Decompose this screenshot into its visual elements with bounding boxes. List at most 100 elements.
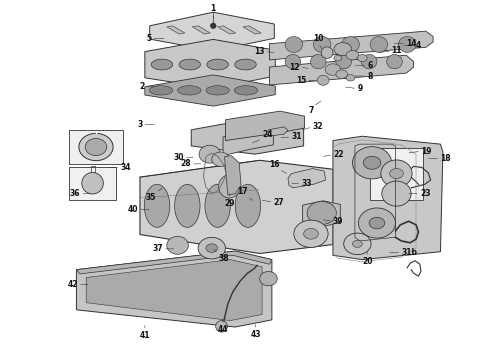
Text: 43: 43 xyxy=(250,330,261,339)
Text: 14: 14 xyxy=(406,39,416,48)
Ellipse shape xyxy=(294,220,328,247)
Text: 1: 1 xyxy=(211,4,216,13)
Ellipse shape xyxy=(314,37,331,52)
Ellipse shape xyxy=(260,271,277,286)
Ellipse shape xyxy=(346,75,355,81)
Text: 34: 34 xyxy=(121,163,131,172)
Text: 42: 42 xyxy=(68,280,78,289)
Ellipse shape xyxy=(342,37,359,52)
Text: 8: 8 xyxy=(367,72,372,81)
Ellipse shape xyxy=(151,59,172,70)
Text: 10: 10 xyxy=(313,34,323,43)
Polygon shape xyxy=(270,55,414,85)
Ellipse shape xyxy=(235,59,256,70)
Polygon shape xyxy=(191,118,304,154)
Ellipse shape xyxy=(174,184,200,227)
Text: 12: 12 xyxy=(289,63,300,72)
Ellipse shape xyxy=(311,54,326,69)
Text: 23: 23 xyxy=(420,189,430,198)
Text: 2: 2 xyxy=(140,82,145,91)
Ellipse shape xyxy=(234,86,258,95)
Text: 20: 20 xyxy=(362,257,372,266)
Text: 22: 22 xyxy=(333,150,343,159)
Text: 3: 3 xyxy=(137,120,143,129)
Polygon shape xyxy=(145,40,275,89)
Ellipse shape xyxy=(358,208,395,238)
Text: 28: 28 xyxy=(181,159,191,168)
Text: 44: 44 xyxy=(218,325,228,334)
Text: 24: 24 xyxy=(262,130,272,139)
Ellipse shape xyxy=(370,37,388,52)
Polygon shape xyxy=(76,251,272,274)
Polygon shape xyxy=(303,201,340,226)
Ellipse shape xyxy=(179,59,200,70)
Ellipse shape xyxy=(346,50,359,60)
Ellipse shape xyxy=(321,47,333,58)
Text: 35: 35 xyxy=(146,193,156,202)
Text: 11: 11 xyxy=(392,46,402,55)
Ellipse shape xyxy=(79,134,113,161)
Ellipse shape xyxy=(85,138,107,156)
Ellipse shape xyxy=(212,152,229,166)
Ellipse shape xyxy=(357,54,367,62)
Polygon shape xyxy=(270,31,433,60)
Ellipse shape xyxy=(206,86,229,95)
Text: 15: 15 xyxy=(295,76,306,85)
Ellipse shape xyxy=(334,42,351,55)
Ellipse shape xyxy=(318,75,329,85)
Text: 16: 16 xyxy=(269,160,279,169)
Bar xyxy=(69,167,116,200)
Ellipse shape xyxy=(361,54,377,69)
Ellipse shape xyxy=(145,184,170,227)
Bar xyxy=(69,130,123,164)
Ellipse shape xyxy=(206,244,218,252)
Polygon shape xyxy=(223,131,273,156)
Ellipse shape xyxy=(177,86,201,95)
Ellipse shape xyxy=(334,55,342,61)
Text: 9: 9 xyxy=(357,84,363,93)
Polygon shape xyxy=(243,26,261,34)
Ellipse shape xyxy=(307,202,336,225)
Text: 5: 5 xyxy=(146,34,151,43)
Bar xyxy=(369,148,423,200)
Ellipse shape xyxy=(216,320,227,332)
Text: 29: 29 xyxy=(224,199,235,208)
Ellipse shape xyxy=(198,237,225,259)
Ellipse shape xyxy=(336,70,347,78)
Text: 36: 36 xyxy=(70,189,80,198)
Ellipse shape xyxy=(199,145,221,163)
Text: 6: 6 xyxy=(367,61,372,70)
Ellipse shape xyxy=(235,184,261,227)
Ellipse shape xyxy=(210,23,216,29)
Ellipse shape xyxy=(304,228,318,239)
Polygon shape xyxy=(76,251,272,327)
Ellipse shape xyxy=(382,181,411,206)
Ellipse shape xyxy=(285,37,303,52)
Polygon shape xyxy=(192,26,210,34)
Polygon shape xyxy=(150,12,274,51)
Text: 33: 33 xyxy=(301,179,312,188)
Text: 4: 4 xyxy=(416,41,421,50)
Ellipse shape xyxy=(149,86,172,95)
Text: 13: 13 xyxy=(254,47,265,56)
Ellipse shape xyxy=(390,168,403,179)
Text: 17: 17 xyxy=(237,187,247,196)
Ellipse shape xyxy=(352,147,392,179)
Text: 39: 39 xyxy=(333,217,343,226)
Ellipse shape xyxy=(205,184,230,227)
Text: 7: 7 xyxy=(308,107,314,116)
Text: 31b: 31b xyxy=(401,248,417,257)
Text: 41: 41 xyxy=(140,330,150,339)
Ellipse shape xyxy=(336,54,351,69)
Text: 32: 32 xyxy=(313,122,323,131)
Ellipse shape xyxy=(343,233,371,255)
Ellipse shape xyxy=(219,175,240,198)
Ellipse shape xyxy=(369,217,385,229)
Text: 40: 40 xyxy=(128,205,139,214)
Polygon shape xyxy=(225,111,305,140)
Ellipse shape xyxy=(82,172,103,194)
Polygon shape xyxy=(86,260,262,320)
Text: 38: 38 xyxy=(218,253,229,262)
Text: 30: 30 xyxy=(173,153,184,162)
Ellipse shape xyxy=(207,59,228,70)
